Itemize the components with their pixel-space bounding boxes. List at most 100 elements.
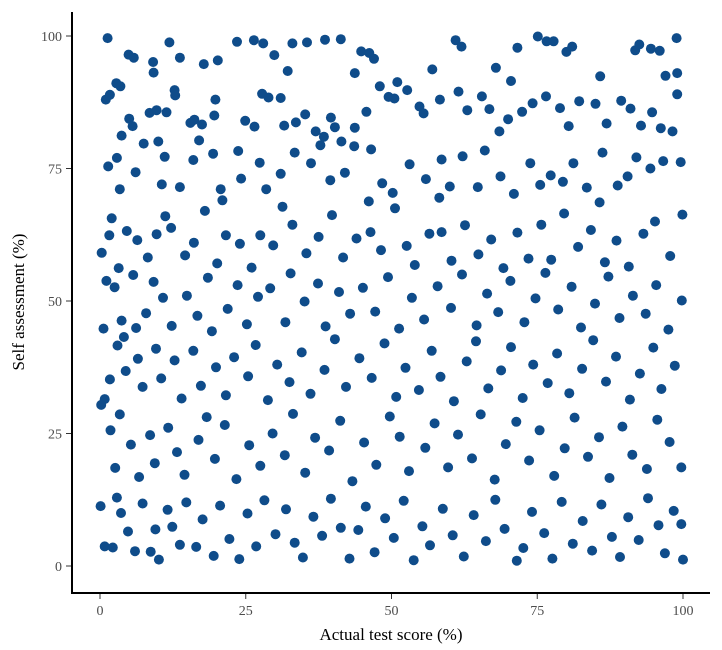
data-point <box>436 154 447 165</box>
data-point <box>220 390 231 401</box>
data-point <box>420 174 431 185</box>
data-point <box>116 315 127 326</box>
data-point <box>369 53 379 64</box>
data-point <box>104 374 115 385</box>
data-point <box>594 197 605 208</box>
data-point <box>315 140 326 151</box>
data-point <box>327 210 337 221</box>
data-point <box>313 231 324 242</box>
data-point <box>241 319 252 330</box>
data-point <box>437 503 448 514</box>
data-point <box>281 504 291 515</box>
data-point <box>419 314 430 325</box>
data-point <box>118 332 129 342</box>
data-point <box>151 229 162 240</box>
data-point <box>473 249 484 260</box>
data-point <box>193 434 204 445</box>
data-point <box>208 148 219 159</box>
data-point <box>406 292 417 303</box>
data-point <box>109 282 120 293</box>
data-point <box>197 119 207 130</box>
data-point <box>581 182 592 193</box>
data-point <box>170 90 181 101</box>
data-point <box>145 546 156 557</box>
data-point <box>174 182 185 193</box>
data-point <box>296 347 307 358</box>
data-point <box>566 281 577 292</box>
data-point <box>179 469 190 480</box>
data-point <box>534 425 545 436</box>
data-point <box>349 122 360 133</box>
data-point <box>506 76 516 86</box>
data-point <box>631 152 642 163</box>
data-point <box>576 322 586 333</box>
data-point <box>95 501 106 512</box>
data-point <box>376 245 386 256</box>
data-point <box>669 360 680 371</box>
data-point <box>215 184 226 195</box>
data-point <box>401 240 412 251</box>
data-point <box>482 288 493 299</box>
data-point <box>329 334 340 345</box>
data-point <box>583 451 593 462</box>
data-point <box>595 71 606 82</box>
data-point <box>249 121 260 132</box>
data-point <box>388 532 399 543</box>
data-point <box>643 493 653 504</box>
data-point <box>299 296 310 307</box>
data-point <box>148 57 159 67</box>
data-point <box>668 505 679 516</box>
data-point <box>614 313 625 323</box>
data-point <box>389 93 400 104</box>
data-point <box>535 179 546 190</box>
data-point <box>234 238 245 249</box>
data-point <box>653 520 664 531</box>
data-point <box>320 34 330 45</box>
data-point <box>189 114 200 125</box>
x-tick-label: 25 <box>239 604 253 619</box>
data-point <box>104 230 115 241</box>
data-point <box>371 459 382 470</box>
data-point <box>166 320 177 331</box>
data-point <box>318 131 329 142</box>
data-point <box>360 501 371 512</box>
data-point <box>468 510 479 521</box>
x-axis-title: Actual test score (%) <box>319 625 462 644</box>
data-point <box>105 425 116 436</box>
data-point <box>577 516 588 526</box>
data-point <box>569 412 580 423</box>
data-point <box>483 383 494 394</box>
data-point <box>282 66 293 76</box>
data-point <box>467 453 477 464</box>
data-point <box>496 365 507 376</box>
data-point <box>425 540 435 551</box>
data-point <box>210 94 221 105</box>
data-point <box>636 120 646 131</box>
data-point <box>209 453 220 464</box>
data-point <box>541 91 551 102</box>
data-point <box>344 553 355 564</box>
data-point <box>549 470 560 481</box>
data-point <box>623 261 634 272</box>
data-point <box>676 519 687 530</box>
data-point <box>527 506 537 517</box>
data-point <box>131 323 142 333</box>
data-point <box>275 93 286 103</box>
data-point <box>301 248 312 259</box>
data-point <box>573 241 584 252</box>
data-point <box>363 196 374 207</box>
data-point <box>116 130 127 141</box>
data-point <box>232 280 243 291</box>
data-point <box>461 356 472 367</box>
data-point <box>215 500 226 511</box>
data-point <box>611 235 622 246</box>
data-point <box>519 317 530 328</box>
data-point <box>234 554 245 565</box>
data-point <box>98 323 109 334</box>
data-point <box>625 103 636 114</box>
data-point <box>151 343 161 354</box>
data-point <box>587 545 598 556</box>
data-point <box>457 269 467 280</box>
data-point <box>532 31 543 42</box>
